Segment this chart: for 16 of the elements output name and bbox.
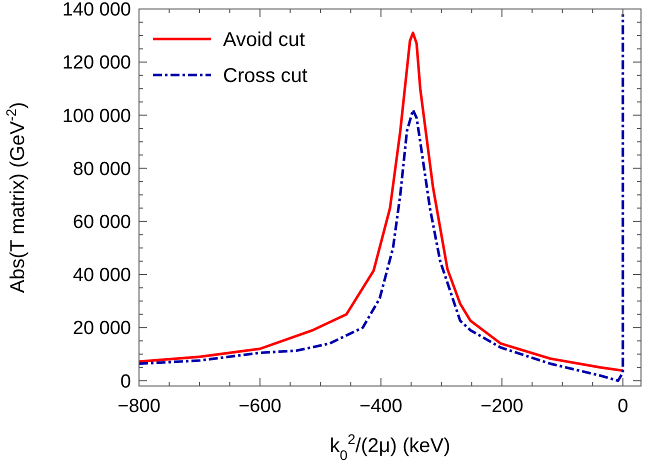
x-tick-label: −600 [238, 396, 282, 417]
y-tick-label: 140 000 [62, 0, 131, 21]
legend-label: Avoid cut [223, 29, 306, 51]
x-tick-label: −400 [360, 396, 402, 417]
y-tick-label: 100 000 [62, 106, 131, 127]
x-axis-title: k$_{0}$$^{2}$/(2μ) (keV) [330, 431, 450, 463]
y-tick-label: 20 000 [72, 318, 131, 340]
y-tick-label: 0 [120, 371, 131, 392]
y-tick-label: 120 000 [62, 52, 131, 74]
x-tick-label: −200 [480, 396, 524, 417]
x-tick-label: 0 [618, 396, 628, 417]
x-tick-label: −800 [118, 396, 160, 417]
y-tick-label: 40 000 [72, 265, 131, 286]
y-tick-label: 60 000 [72, 212, 131, 234]
y-tick-label: 80 000 [72, 158, 131, 180]
legend-label: Cross cut [223, 65, 308, 87]
